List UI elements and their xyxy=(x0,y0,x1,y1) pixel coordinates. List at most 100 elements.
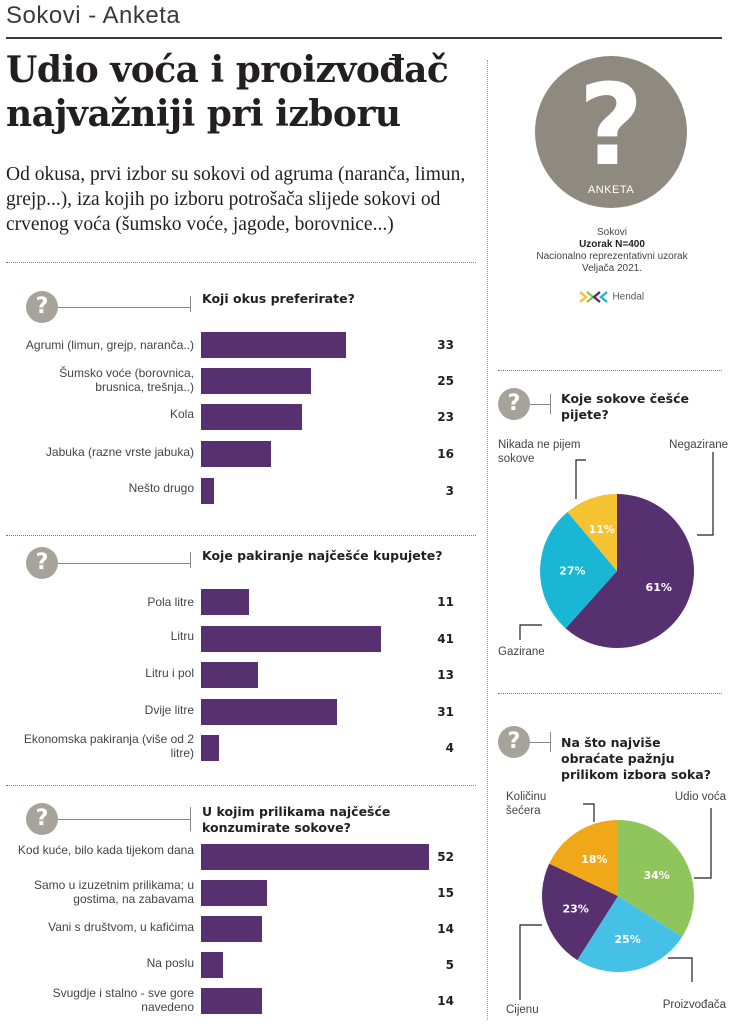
meta-sample: Uzorak N=400 xyxy=(579,239,645,250)
leader-line xyxy=(575,459,586,499)
bar-label: Šumsko voće (borovnica, brusnica, trešnj… xyxy=(59,366,194,394)
bar xyxy=(201,844,429,870)
pie-category-label: Nikada ne pijem sokove xyxy=(498,439,581,465)
leader-line xyxy=(694,808,712,879)
section-divider xyxy=(498,370,722,371)
bar xyxy=(201,880,267,906)
bar-label: Ekonomska pakiranja (više od 2 litre) xyxy=(23,732,194,760)
bar xyxy=(201,916,263,942)
bar xyxy=(201,589,250,615)
survey-badge xyxy=(535,56,687,208)
bar-label: Nešto drugo xyxy=(128,481,194,495)
meta-date: Veljača 2021. xyxy=(581,263,643,274)
question-leader xyxy=(550,394,551,414)
bar-value: 33 xyxy=(437,338,454,352)
bar-label: Agrumi (limun, grejp, naranča..) xyxy=(25,338,194,352)
lead-paragraph: Od okusa, prvi izbor su sokovi od agruma… xyxy=(6,164,466,235)
bar-label: Dvije litre xyxy=(144,703,194,717)
question-leader xyxy=(190,552,191,568)
leader-line xyxy=(519,624,542,640)
pie-category-label: Količinu šećera xyxy=(506,791,547,817)
bar xyxy=(201,626,381,652)
question-mark-icon: ? xyxy=(578,61,644,191)
meta-topic: Sokovi xyxy=(596,227,627,238)
pie-slice xyxy=(542,863,618,961)
leader-line xyxy=(583,803,595,822)
bar xyxy=(201,404,302,430)
section-divider xyxy=(6,262,476,263)
leader-line xyxy=(668,957,693,982)
question-leader xyxy=(550,732,551,752)
section-label: Sokovi - Anketa xyxy=(6,2,181,29)
bar xyxy=(201,988,263,1014)
pie-category-label: Negazirane xyxy=(669,439,728,451)
bar xyxy=(201,441,272,467)
pie-value-label: 18% xyxy=(581,853,607,866)
pie-chart: 34% 25% 23% 18% xyxy=(519,803,712,1000)
question-icon: ? xyxy=(498,726,530,758)
chart-title: U kojim prilikama najčešće konzumirate s… xyxy=(202,804,391,835)
pie-slice xyxy=(618,820,694,937)
pie-chart: 61% 27% 11% xyxy=(519,452,714,648)
bar-value: 14 xyxy=(437,994,454,1008)
question-leader xyxy=(190,296,191,312)
question-leader xyxy=(58,307,190,308)
bar-value: 16 xyxy=(437,447,454,461)
bar-value: 23 xyxy=(437,410,454,424)
bar-label: Kod kuće, bilo kada tijekom dana xyxy=(17,843,194,857)
top-rule xyxy=(6,37,722,39)
bar-label: Pola litre xyxy=(147,595,194,609)
bar-value: 25 xyxy=(437,374,454,388)
pie-value-label: 11% xyxy=(589,523,615,536)
section-divider xyxy=(6,785,476,786)
chart-title: Na što najviše obraćate pažnju prilikom … xyxy=(561,735,711,782)
bar-value: 13 xyxy=(437,668,454,682)
column-divider xyxy=(487,60,488,1020)
bar-value: 11 xyxy=(437,595,454,609)
bar-label: Litru i pol xyxy=(145,666,194,680)
bar-label: Litru xyxy=(170,629,194,643)
bar-value: 14 xyxy=(437,922,454,936)
pie-category-label: Cijenu xyxy=(506,1004,539,1016)
chart-title: Koje pakiranje najčešće kupujete? xyxy=(202,548,443,563)
bar xyxy=(201,662,258,688)
headline: Udio voća i proizvođač najvažniji pri iz… xyxy=(6,49,449,135)
section-divider xyxy=(498,693,722,694)
question-leader xyxy=(190,807,191,831)
section-divider xyxy=(6,535,476,536)
bar-value: 15 xyxy=(437,886,454,900)
question-icon: ? xyxy=(26,291,58,323)
hendal-logo: Hendal xyxy=(578,288,644,304)
question-icon: ? xyxy=(26,803,58,835)
bar xyxy=(201,735,219,761)
leader-line xyxy=(519,924,542,1000)
pie-slice xyxy=(540,512,617,629)
bar-value: 5 xyxy=(445,958,454,972)
pie-slice xyxy=(577,896,683,972)
bar-label: Na poslu xyxy=(146,956,194,970)
bar xyxy=(201,478,215,504)
pie-value-label: 25% xyxy=(614,933,640,946)
bar-value: 41 xyxy=(437,632,454,646)
question-leader xyxy=(58,563,190,564)
bar-value: 31 xyxy=(437,705,454,719)
chart-title: Koji okus preferirate? xyxy=(202,291,355,306)
bar-label: Svugdje i stalno - sve gore navedeno xyxy=(52,986,194,1014)
pie-value-label: 61% xyxy=(646,581,672,594)
pie-value-label: 34% xyxy=(643,869,669,882)
question-leader xyxy=(58,819,190,820)
bar-value: 52 xyxy=(437,850,454,864)
bar xyxy=(201,952,223,978)
pie-slice xyxy=(565,494,694,648)
question-icon: ? xyxy=(26,547,58,579)
pie-category-label: Gazirane xyxy=(498,646,545,658)
question-icon: ? xyxy=(498,388,530,420)
pie-category-label: Proizvođača xyxy=(662,999,726,1011)
bar xyxy=(201,368,311,394)
hendal-logo-icon xyxy=(579,290,608,303)
bar-value: 4 xyxy=(445,741,454,755)
bar xyxy=(201,332,346,358)
chart-title: Koje sokove češće pijete? xyxy=(561,391,689,422)
pie-category-label: Udio voća xyxy=(674,791,726,803)
hendal-logo-text: Hendal xyxy=(612,291,645,303)
